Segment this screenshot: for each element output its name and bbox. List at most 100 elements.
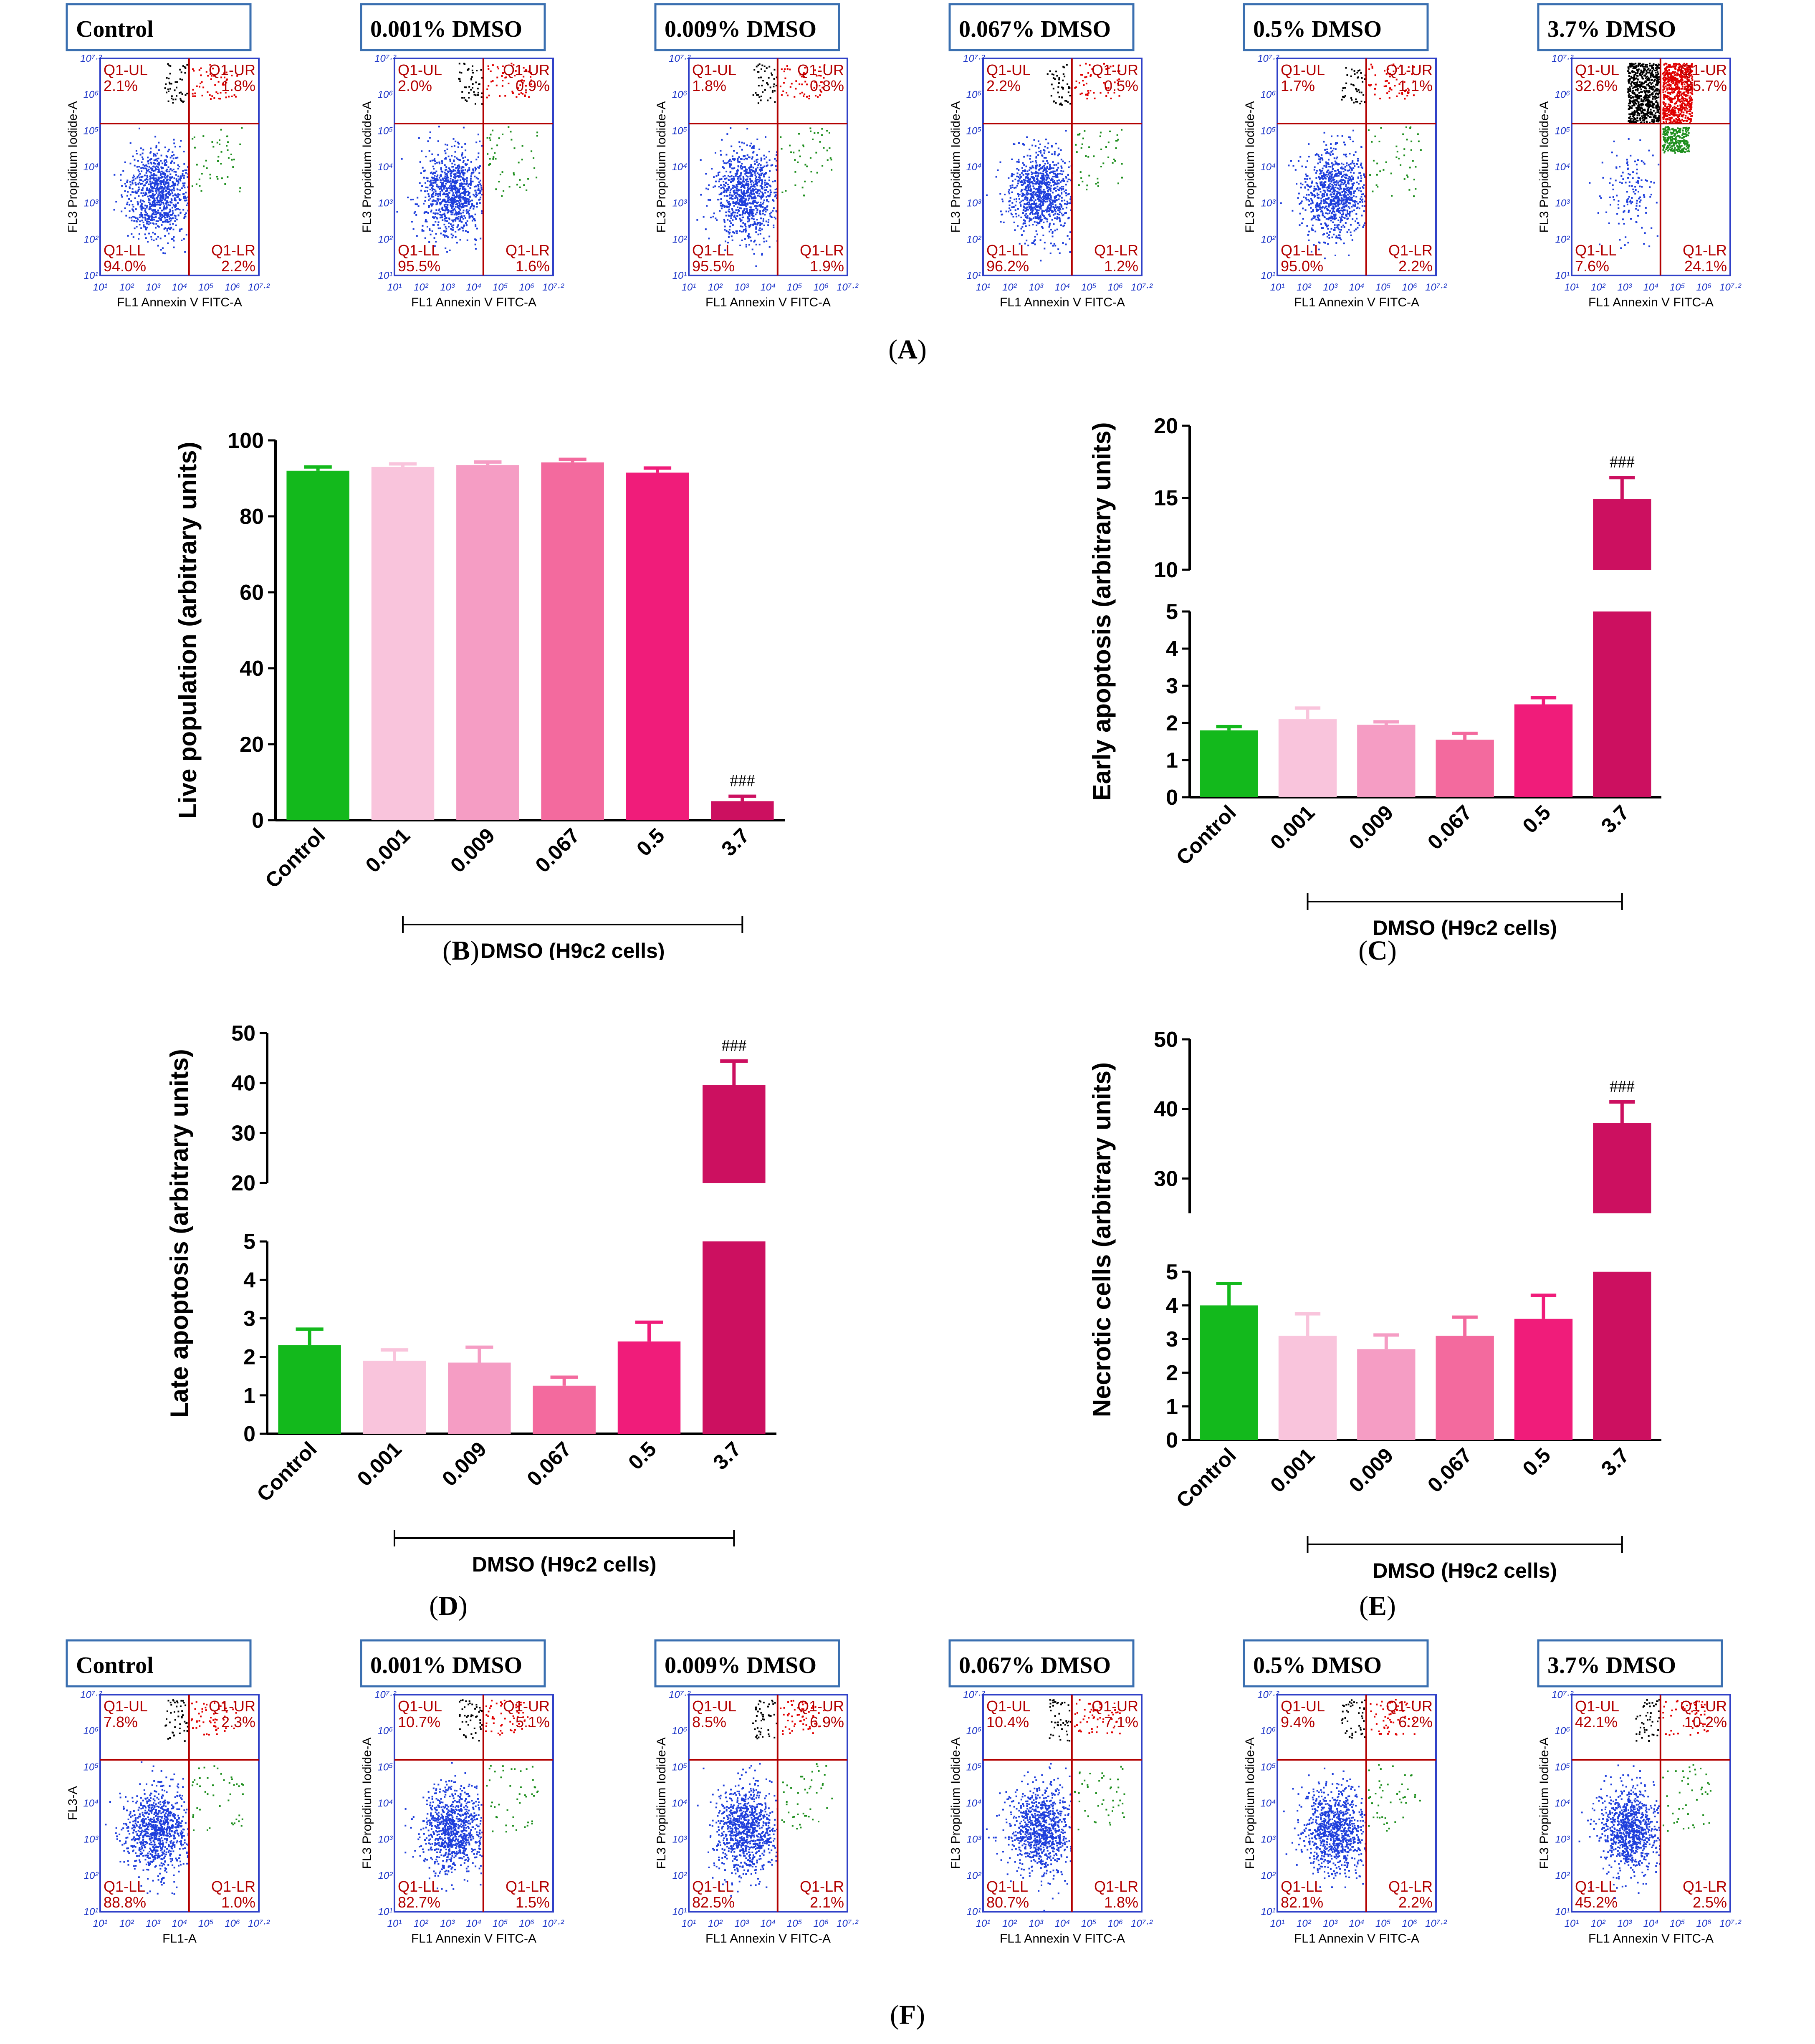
panel-label-a: (A) — [888, 334, 927, 365]
quadrant-ll-value: 7.6% — [1575, 258, 1609, 275]
quadrant-ul-value: 2.2% — [986, 77, 1021, 94]
x-tick-label: 10¹ — [976, 282, 991, 293]
y-tick-label: 10³ — [84, 1834, 99, 1845]
quadrant-lr-value: 1.9% — [810, 258, 844, 275]
header-border — [66, 1639, 252, 1688]
quadrant-ll-name: Q1-LL — [104, 1878, 145, 1895]
quadrant-lr-value: 1.8% — [1104, 1894, 1138, 1911]
quadrant-ur-name: Q1-UR — [503, 1698, 550, 1715]
y-tick-label: 10² — [672, 234, 688, 245]
flow-x-axis-label: FL1 Annexin V FITC-A — [411, 296, 536, 309]
quadrant-ll-name: Q1-LL — [398, 242, 440, 259]
x-tick-label: 10⁶ — [225, 282, 240, 293]
quadrant-ur-value: 1.1% — [1398, 77, 1433, 94]
quadrant-ll-value: 80.7% — [986, 1894, 1029, 1911]
y-tick-label: 10⁴ — [672, 1798, 687, 1809]
bar-lower-segment — [703, 1241, 766, 1434]
x-tick-label: 10⁷·² — [248, 282, 270, 293]
panel-label-d: (D) — [429, 1591, 468, 1621]
flow-header-box: 0.009% DMSO — [654, 1639, 840, 1688]
y-tick-label: 10⁷·² — [1257, 53, 1279, 64]
x-tick-label: 10⁷·² — [1719, 282, 1742, 293]
x-tick-label: 10⁷·² — [542, 1918, 564, 1929]
y-tick-label: 10⁴ — [83, 1798, 99, 1809]
flow-y-axis-label: FL3 Propidium Iodide-A — [949, 1737, 963, 1869]
quadrant-ll-value: 88.8% — [104, 1894, 146, 1911]
quadrant-lr-value: 2.1% — [810, 1894, 844, 1911]
scatter-points — [986, 63, 1123, 262]
quadrant-ul-value: 42.1% — [1575, 1713, 1618, 1731]
y-tick-label: 4 — [1166, 1294, 1178, 1318]
y-tick-label: 10⁷·² — [963, 53, 985, 64]
quadrant-lr-name: Q1-LR — [1094, 242, 1138, 259]
x-tick-label: 10⁴ — [1349, 1918, 1364, 1929]
y-tick-label: 50 — [1154, 1028, 1178, 1052]
x-tick-label: 10⁷·² — [837, 282, 859, 293]
quadrant-ul-value: 10.4% — [986, 1713, 1029, 1731]
x-tick-label: 10⁵ — [493, 1918, 508, 1929]
bar — [1278, 719, 1337, 797]
y-tick-label: 1 — [1166, 748, 1178, 773]
y-tick-label: 40 — [240, 657, 264, 681]
y-tick-label: 10⁵ — [672, 125, 688, 136]
x-tick-label: 10¹ — [682, 1918, 696, 1929]
flow-header-box: 0.5% DMSO — [1243, 1639, 1429, 1688]
y-tick-label: 10¹ — [967, 270, 981, 281]
x-tick-label: 10² — [414, 1918, 429, 1929]
x-tick-label: 10² — [708, 1918, 723, 1929]
y-tick-label: 30 — [231, 1121, 255, 1145]
flow-header-box: 0.001% DMSO — [360, 3, 546, 51]
y-tick-label: 10 — [1154, 558, 1178, 582]
x-tick-label: 10³ — [1029, 282, 1044, 293]
quadrant-ll-name: Q1-LL — [1281, 242, 1322, 259]
y-tick-label: 0 — [252, 809, 264, 833]
x-axis-label: DMSO (H9c2 cells) — [1373, 916, 1557, 940]
x-tick-label: 0.009 — [446, 824, 499, 877]
y-tick-label: 10¹ — [378, 1906, 393, 1918]
y-tick-label: 10⁷·² — [669, 53, 691, 64]
x-tick-label: 10³ — [734, 1918, 749, 1929]
x-tick-label: 10⁵ — [1081, 282, 1097, 293]
quadrant-ur-value: 0.8% — [810, 77, 844, 94]
flow-x-axis-label: FL1 Annexin V FITC-A — [705, 296, 831, 309]
quadrant-ll-name: Q1-LL — [692, 1878, 734, 1895]
quadrant-ul-name: Q1-UL — [104, 61, 148, 78]
chart-early-apoptosis: 0 1 2 3 4 5 10 15 20 Control 0.001 0.009 0.067 0.5 ###… — [1088, 414, 1661, 940]
scatter-points — [1283, 1699, 1421, 1888]
flow-x-axis-label: FL1 Annexin V FITC-A — [411, 1932, 536, 1945]
bar — [371, 467, 435, 820]
bar — [711, 801, 774, 820]
y-tick-label: 10⁶ — [966, 89, 982, 101]
x-tick-label: 10⁶ — [519, 282, 534, 293]
quadrant-ul-value: 1.8% — [692, 77, 726, 94]
x-tick-label: 10⁴ — [466, 282, 481, 293]
quadrant-ul-value: 32.6% — [1575, 77, 1618, 94]
x-tick-label: 0.001 — [1266, 1443, 1319, 1497]
plot-frame — [982, 58, 1143, 276]
flow-header-box: 0.067% DMSO — [948, 1639, 1135, 1688]
quadrant-ur-value: 1.8% — [221, 77, 255, 94]
x-tick-label: 0.067 — [522, 1437, 576, 1491]
x-tick-label: 10² — [1297, 282, 1312, 293]
x-tick-label: 10⁶ — [225, 1918, 240, 1929]
y-tick-label: 10⁴ — [1260, 1798, 1276, 1809]
quadrant-ul-name: Q1-UL — [692, 1698, 736, 1715]
y-tick-label: 10⁴ — [377, 1798, 393, 1809]
y-tick-label: 10² — [378, 234, 393, 245]
x-tick-label: 10⁵ — [1375, 1918, 1391, 1929]
quadrant-ul-name: Q1-UL — [398, 1698, 442, 1715]
significance-mark: ### — [721, 1036, 746, 1055]
flow-header-text: Control — [76, 1652, 154, 1678]
x-axis-label: DMSO (H9c2 cells) — [480, 939, 665, 960]
y-tick-label: 10⁴ — [1555, 1798, 1570, 1809]
bar — [286, 470, 349, 820]
x-tick-label: 10³ — [146, 1918, 161, 1929]
bar — [533, 1385, 596, 1434]
x-tick-label: 10⁵ — [198, 282, 214, 293]
quadrant-ul-value: 1.7% — [1281, 77, 1315, 94]
y-tick-label: 10⁷·² — [1257, 1689, 1279, 1700]
x-tick-label: 10⁴ — [172, 1918, 187, 1929]
